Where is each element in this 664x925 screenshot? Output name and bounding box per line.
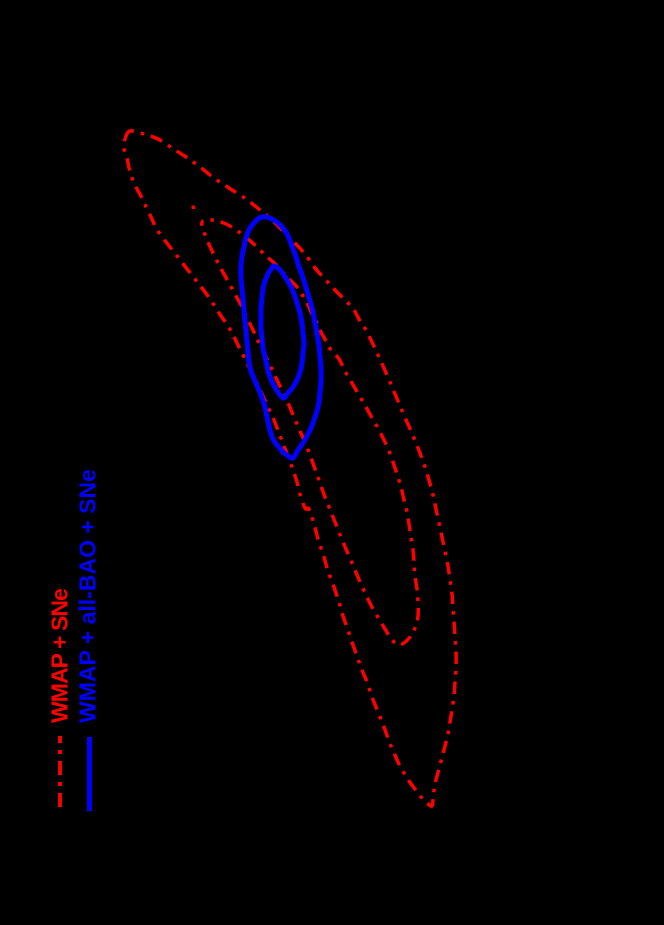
svg-text:WMAP + all-BAO + SNe: WMAP + all-BAO + SNe [75,469,101,723]
svg-text:WMAP + SNe: WMAP + SNe [47,589,73,723]
